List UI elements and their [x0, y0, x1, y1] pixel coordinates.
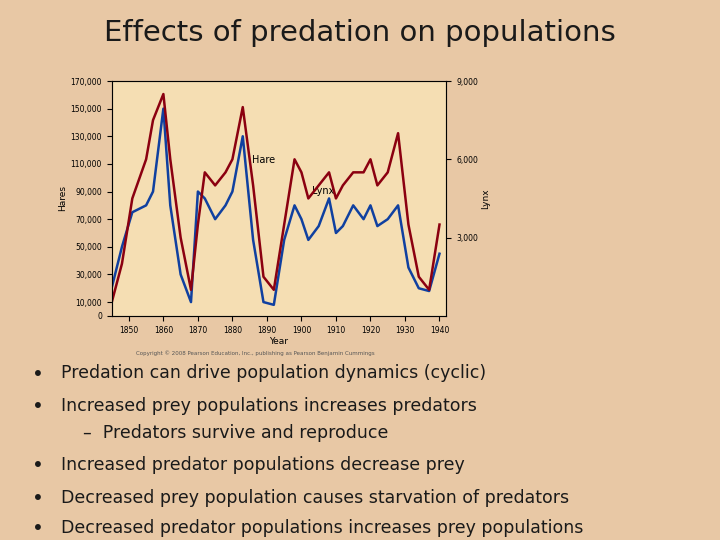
Text: •: •	[32, 456, 44, 475]
Text: Copyright © 2008 Pearson Education, Inc., publishing as Pearson Benjamin Cumming: Copyright © 2008 Pearson Education, Inc.…	[136, 350, 375, 356]
X-axis label: Year: Year	[269, 338, 289, 346]
Text: –  Predators survive and reproduce: – Predators survive and reproduce	[83, 424, 388, 442]
Text: Increased predator populations decrease prey: Increased predator populations decrease …	[61, 456, 465, 474]
Text: •: •	[32, 397, 44, 416]
Text: Increased prey populations increases predators: Increased prey populations increases pre…	[61, 397, 477, 415]
Text: •: •	[32, 489, 44, 508]
Text: •: •	[32, 364, 44, 383]
Y-axis label: Hares: Hares	[58, 185, 68, 212]
Text: Decreased predator populations increases prey populations: Decreased predator populations increases…	[61, 519, 584, 537]
Text: •: •	[32, 519, 44, 538]
Text: Effects of predation on populations: Effects of predation on populations	[104, 19, 616, 47]
Text: Hare: Hare	[252, 155, 275, 165]
Y-axis label: Lynx: Lynx	[481, 188, 490, 209]
Text: Lynx: Lynx	[312, 186, 335, 196]
Text: Decreased prey population causes starvation of predators: Decreased prey population causes starvat…	[61, 489, 570, 507]
Text: Predation can drive population dynamics (cyclic): Predation can drive population dynamics …	[61, 364, 486, 382]
